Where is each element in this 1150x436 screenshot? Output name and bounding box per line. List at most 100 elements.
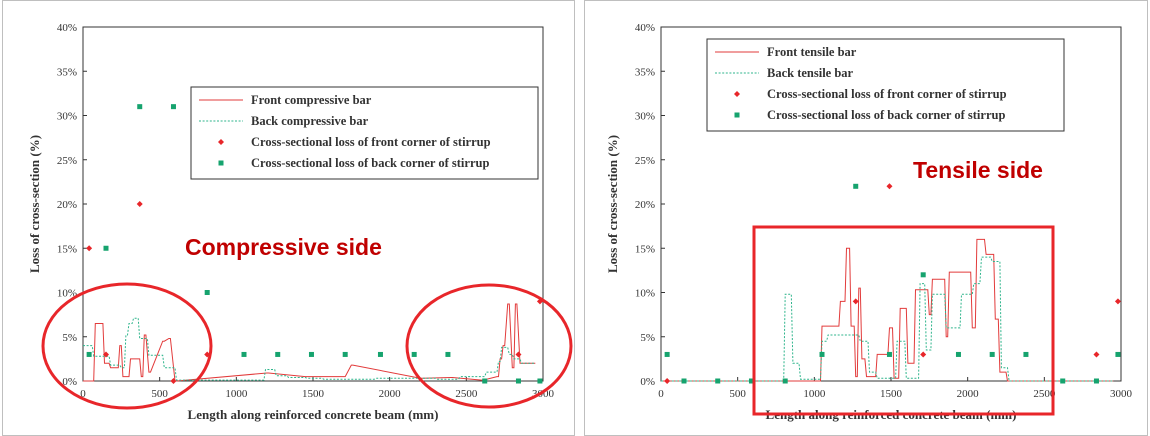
front-stirrup-point	[86, 245, 93, 252]
back-stirrup-point	[886, 351, 892, 357]
x-tick-label: 0	[80, 388, 86, 400]
series-back-bar-line	[661, 256, 1114, 382]
front-stirrup-point	[920, 351, 927, 358]
back-stirrup-point	[955, 351, 961, 357]
series-back-stirrup-points	[664, 183, 1121, 384]
x-tick-label: 3000	[1110, 388, 1133, 400]
front-stirrup-point	[1093, 351, 1100, 358]
back-stirrup-point	[989, 351, 995, 357]
series-front-bar-line	[83, 303, 536, 382]
x-tick-label: 2500	[1033, 388, 1056, 400]
tensile-chart: 0% 5% 10% 15% 20% 25% 30% 35% 40% 0 500 1000 1500 200…	[605, 22, 1133, 422]
back-stirrup-point	[715, 378, 721, 384]
back-stirrup-point	[681, 378, 687, 384]
front-stirrup-point	[136, 201, 143, 207]
x-tick-label: 1000	[803, 388, 826, 400]
front-stirrup-point	[103, 351, 109, 358]
back-stirrup-point	[920, 272, 926, 278]
back-stirrup-point	[1060, 378, 1066, 384]
y-tick-label: 10%	[57, 288, 77, 300]
back-stirrup-point	[275, 351, 281, 357]
y-tick-label: 15%	[57, 243, 77, 255]
legend-entry: Cross-sectional loss of front corner of …	[767, 87, 1007, 101]
legend-marker-back-stirrup	[734, 112, 740, 118]
legend-entry: Back tensile bar	[767, 66, 854, 80]
back-stirrup-point	[819, 351, 825, 357]
legend: Front tensile bar Back tensile bar Cross-s…	[706, 38, 1065, 132]
y-tick-label: 25%	[635, 155, 655, 167]
highlight-ellipse	[41, 282, 213, 410]
back-stirrup-point	[170, 104, 176, 110]
y-tick-label: 10%	[635, 288, 655, 300]
legend-entry: Cross-sectional loss of back corner of s…	[251, 156, 489, 170]
back-stirrup-point	[241, 351, 247, 357]
series-back-stirrup-points	[86, 104, 543, 384]
y-tick-label: 35%	[635, 66, 655, 78]
back-stirrup-point	[1115, 351, 1121, 357]
side-annotation: Compressive side	[185, 234, 382, 260]
y-tick-label: 30%	[57, 111, 77, 123]
x-tick-label: 1000	[225, 388, 248, 400]
legend-box	[190, 86, 539, 180]
x-tick-label: 3000	[532, 388, 555, 400]
x-tick-label: 0	[658, 388, 664, 400]
front-stirrup-point	[886, 183, 893, 190]
back-stirrup-point	[853, 183, 859, 189]
side-annotation: Tensile side	[913, 157, 1043, 183]
y-tick-label: 30%	[635, 111, 655, 123]
series-front-stirrup-points	[664, 183, 1121, 384]
plot-area	[82, 26, 544, 382]
y-axis-label: Loss of cross-section (%)	[27, 135, 42, 273]
front-stirrup-point	[515, 351, 522, 358]
back-stirrup-point	[1093, 378, 1099, 384]
x-tick-label: 2000	[957, 388, 980, 400]
series-front-stirrup-points	[86, 201, 543, 384]
back-stirrup-point	[204, 290, 210, 295]
x-axis-label: Length along reinforced concrete beam (m…	[188, 407, 439, 422]
x-tick-label: 1500	[880, 388, 903, 400]
back-stirrup-point	[748, 378, 754, 384]
y-tick-label: 20%	[635, 199, 655, 211]
y-tick-label: 35%	[57, 66, 77, 78]
legend-marker-back-stirrup	[218, 160, 224, 166]
y-tick-label: 15%	[635, 243, 655, 255]
back-stirrup-point	[103, 245, 109, 251]
back-stirrup-point	[308, 351, 314, 357]
back-stirrup-point	[782, 378, 788, 384]
back-stirrup-point	[664, 351, 670, 357]
y-tick-label: 5%	[640, 332, 655, 344]
x-tick-label: 1500	[302, 388, 325, 400]
y-tick-label: 25%	[57, 155, 77, 167]
highlight-rectangle	[752, 225, 1055, 416]
x-tick-label: 500	[729, 388, 746, 400]
legend-entry: Front compressive bar	[251, 93, 372, 107]
back-stirrup-point	[411, 351, 417, 357]
x-tick-label: 2000	[379, 388, 402, 400]
tensile-chart-panel: 0% 5% 10% 15% 20% 25% 30% 35% 40% 0 500 1000 1500 200…	[584, 0, 1148, 436]
y-tick-label: 20%	[57, 199, 77, 211]
y-tick-label: 40%	[635, 22, 655, 34]
y-tick-label: 5%	[62, 332, 77, 344]
back-stirrup-point	[537, 378, 543, 384]
legend-entry: Cross-sectional loss of back corner of s…	[767, 108, 1005, 122]
y-axis-label: Loss of cross-section (%)	[605, 135, 620, 273]
x-tick-label: 2500	[455, 388, 478, 400]
back-stirrup-point	[445, 351, 451, 357]
legend-box	[706, 38, 1065, 132]
back-stirrup-point	[86, 351, 92, 357]
legend-marker-front-stirrup	[218, 139, 224, 145]
back-stirrup-point	[137, 104, 143, 110]
legend: Front compressive bar Back compressive ba…	[190, 86, 539, 180]
back-stirrup-point	[482, 378, 488, 384]
compressive-chart-panel: 0% 5% 10% 15% 20% 25% 30% 35% 40% 0 500 1000 1500 200…	[2, 0, 575, 436]
y-tick-label: 0%	[62, 376, 77, 388]
front-stirrup-point	[170, 378, 177, 384]
compressive-chart: 0% 5% 10% 15% 20% 25% 30% 35% 40% 0 500 1000 1500 200…	[27, 22, 573, 422]
highlight-ellipse	[405, 283, 573, 409]
x-tick-label: 500	[151, 388, 168, 400]
back-stirrup-point	[342, 351, 348, 357]
series-back-bar-line	[83, 317, 536, 381]
legend-entry: Cross-sectional loss of front corner of …	[251, 135, 491, 149]
back-stirrup-point	[515, 378, 521, 384]
y-tick-label: 40%	[57, 22, 77, 34]
